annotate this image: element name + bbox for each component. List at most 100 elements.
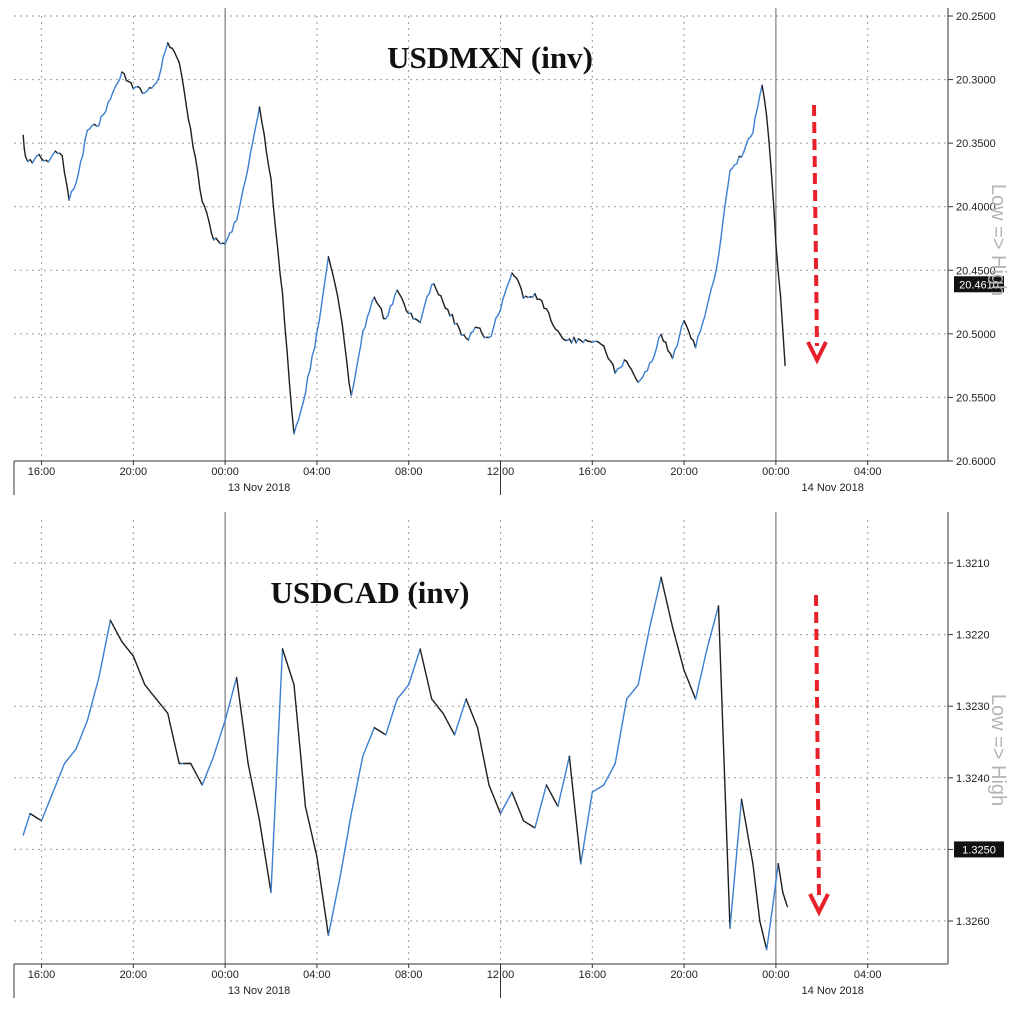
price-segment xyxy=(683,669,688,677)
price-segment xyxy=(171,47,176,53)
price-segment xyxy=(587,805,591,822)
price-segment xyxy=(176,56,180,64)
chart-title: USDCAD (inv) xyxy=(271,575,470,610)
price-segment xyxy=(111,86,116,94)
price-segment xyxy=(580,848,584,865)
price-segment xyxy=(481,333,486,339)
price-segment xyxy=(754,107,759,119)
price-segment xyxy=(674,635,678,646)
price-segment xyxy=(550,320,554,327)
price-segment xyxy=(561,775,566,788)
price-segment xyxy=(132,655,137,663)
price-segment xyxy=(98,665,102,679)
price-segment xyxy=(676,643,681,654)
price-segment xyxy=(582,834,587,851)
price-segment xyxy=(50,153,54,160)
price-segment xyxy=(297,410,302,421)
price-segment xyxy=(235,209,240,222)
price-segment xyxy=(141,678,146,686)
price-segment xyxy=(247,762,252,776)
price-segment xyxy=(706,639,710,650)
price-segment xyxy=(238,197,242,212)
price-segment xyxy=(426,678,431,690)
price-segment xyxy=(189,762,194,769)
price-segment xyxy=(559,333,564,339)
price-segment xyxy=(410,669,414,679)
price-segment xyxy=(752,116,756,134)
price-segment xyxy=(281,648,286,657)
price-segment xyxy=(313,331,318,349)
price-segment xyxy=(72,182,77,190)
price-segment xyxy=(720,669,724,736)
price-segment xyxy=(284,324,288,352)
price-segment xyxy=(167,42,171,49)
price-segment xyxy=(671,348,676,360)
price-segment xyxy=(348,812,352,828)
price-segment xyxy=(772,203,777,245)
price-segment xyxy=(490,326,495,337)
price-segment xyxy=(451,313,456,325)
x-tick-label: 16:00 xyxy=(579,466,607,478)
price-segment xyxy=(777,863,782,879)
price-segment xyxy=(304,805,309,818)
price-segment xyxy=(710,279,715,289)
price-segment xyxy=(38,153,43,160)
price-segment xyxy=(316,320,320,333)
price-segment xyxy=(371,726,375,735)
price-segment xyxy=(756,94,761,109)
price-segment xyxy=(763,98,768,118)
price-segment xyxy=(619,724,623,739)
price-segment xyxy=(199,188,203,203)
price-segment xyxy=(254,797,258,811)
price-segment xyxy=(683,320,688,327)
price-segment xyxy=(557,795,561,808)
price-segment xyxy=(736,824,740,852)
price-segment xyxy=(743,811,747,826)
price-segment xyxy=(536,810,541,821)
usdcad-chart-panel: 1.3210 1.3220 1.3230 1.3240 1.3250 1.3260 16:0… xyxy=(0,510,1024,1015)
price-segment xyxy=(323,272,327,290)
price-segment xyxy=(442,712,447,719)
price-segment xyxy=(196,775,201,782)
date-label: 13 Nov 2018 xyxy=(228,985,290,997)
price-segment xyxy=(300,402,304,412)
price-segment xyxy=(118,71,123,81)
price-segment xyxy=(731,875,736,904)
x-tick-label: 04:00 xyxy=(854,969,882,981)
price-segment xyxy=(364,316,369,328)
price-segment xyxy=(518,282,522,290)
price-segment xyxy=(775,242,779,273)
price-segment xyxy=(428,284,433,294)
price-segment xyxy=(212,748,217,758)
price-segment xyxy=(316,855,320,873)
price-segment xyxy=(320,887,325,905)
price-segment xyxy=(722,734,727,800)
price-segment xyxy=(575,338,580,344)
price-segment xyxy=(369,300,373,312)
price-segment xyxy=(761,84,766,100)
price-segment xyxy=(782,891,786,901)
price-segment xyxy=(759,920,763,932)
price-segment xyxy=(543,784,548,795)
price-segment xyxy=(391,705,396,715)
price-segment xyxy=(605,352,610,360)
price-segment xyxy=(279,648,284,699)
price-segment xyxy=(343,342,348,363)
price-segment xyxy=(701,315,706,325)
price-segment xyxy=(235,676,240,696)
price-segment xyxy=(548,312,552,322)
price-segment xyxy=(458,327,463,336)
price-segment xyxy=(481,749,486,763)
price-segment xyxy=(357,767,362,780)
price-segment xyxy=(355,778,359,792)
price-segment xyxy=(690,686,694,695)
price-segment xyxy=(577,841,582,865)
price-segment xyxy=(297,732,302,759)
price-segment xyxy=(348,381,352,397)
red-arrow-head xyxy=(808,893,830,917)
price-segment xyxy=(736,155,740,165)
price-segment xyxy=(403,303,408,312)
price-segment xyxy=(772,880,777,901)
price-segment xyxy=(449,725,453,732)
price-segment xyxy=(766,932,770,951)
